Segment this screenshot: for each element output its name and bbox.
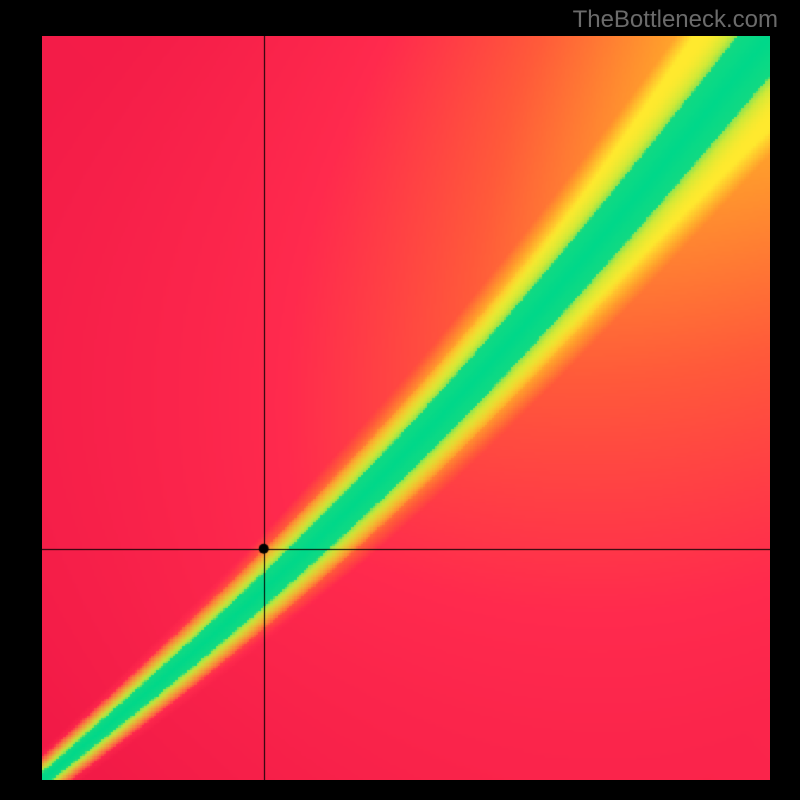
heatmap-canvas <box>42 36 770 780</box>
attribution-text: TheBottleneck.com <box>573 6 778 34</box>
chart-container: TheBottleneck.com <box>0 0 800 800</box>
